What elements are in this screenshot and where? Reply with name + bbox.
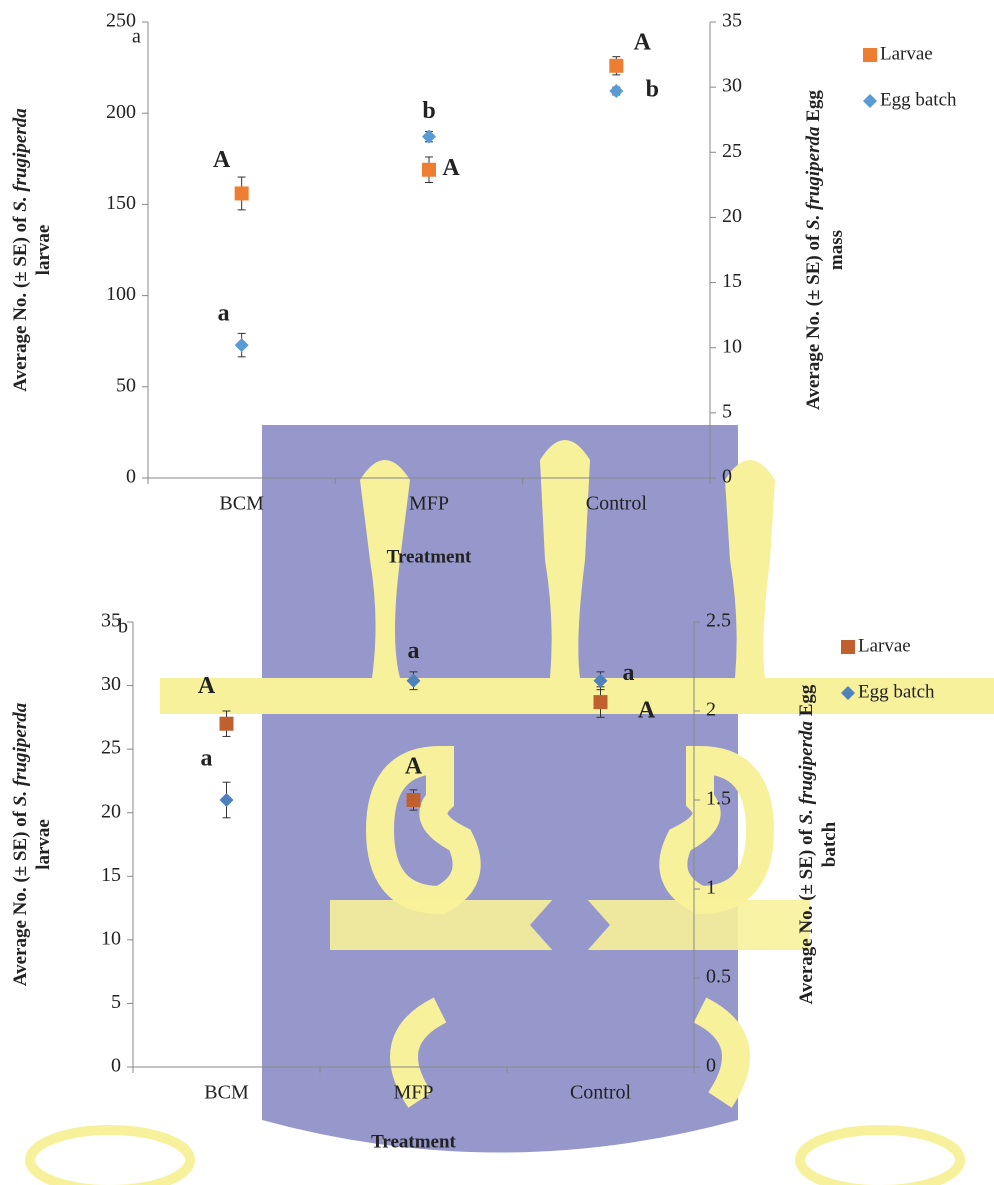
- axis-title-line: batch: [819, 821, 840, 867]
- significance-letter: a: [408, 638, 420, 664]
- axis-title-part: batch: [819, 821, 840, 867]
- legend-label: Egg batch: [858, 681, 935, 702]
- axis-title: Average No. (± SE) of S. frugiperda Eggm…: [803, 90, 847, 410]
- figure: 05010015020025005101520253035BCMMFPContr…: [0, 0, 994, 1185]
- axis-title-line: Average No. (± SE) of S. frugiperda Egg: [803, 90, 824, 410]
- y2-tick-label: 15: [722, 270, 742, 292]
- y2-tick-label: 0.5: [706, 966, 731, 988]
- x-tick-label: BCM: [219, 493, 264, 515]
- marker: [220, 717, 234, 731]
- axis-title-part: S. frugiperda: [803, 126, 824, 230]
- axis-title-line: Average No. (± SE) of S. frugiperda: [10, 702, 31, 986]
- panel-label: a: [132, 26, 141, 48]
- axis-title-line: larvae: [33, 819, 54, 870]
- marker: [235, 338, 249, 352]
- y2-tick-label: 1.5: [706, 788, 731, 810]
- y2-tick-label: 2: [706, 699, 716, 721]
- marker: [863, 48, 877, 62]
- marker: [863, 94, 877, 108]
- y-tick-label: 50: [116, 374, 136, 396]
- y2-tick-label: 5: [722, 400, 732, 422]
- significance-letter: A: [638, 698, 656, 724]
- x-axis-title: Treatment: [371, 1131, 456, 1152]
- axis-title-part: Egg: [796, 684, 817, 721]
- y-tick-label: 0: [111, 1055, 121, 1077]
- y-tick-label: 200: [106, 101, 136, 123]
- x-tick-label: BCM: [204, 1082, 249, 1104]
- axis-title-part: Average No. (± SE) of: [10, 212, 31, 392]
- y2-tick-label: 35: [722, 10, 742, 32]
- marker: [422, 163, 436, 177]
- x-axis-title: Treatment: [387, 546, 472, 567]
- significance-letter: b: [422, 98, 435, 124]
- x-tick-label: Control: [570, 1082, 632, 1104]
- axis-title: Average No. (± SE) of S. frugiperdalarva…: [10, 702, 54, 986]
- significance-letter: a: [201, 746, 213, 772]
- marker: [220, 793, 234, 807]
- legend-label: Larvae: [880, 43, 933, 64]
- y-tick-label: 0: [126, 466, 136, 488]
- marker: [422, 130, 436, 144]
- axis-title-part: S. frugiperda: [10, 108, 31, 212]
- panel-label: b: [118, 616, 128, 638]
- y-tick-label: 100: [106, 283, 136, 305]
- axis-title-part: Average No. (± SE) of: [803, 230, 824, 410]
- significance-letter: A: [442, 155, 460, 181]
- y2-tick-label: 10: [722, 335, 742, 357]
- axis-title-part: larvae: [33, 819, 54, 870]
- y2-tick-label: 1: [706, 877, 716, 899]
- significance-letter: A: [198, 673, 216, 699]
- axis-title-line: Average No. (± SE) of S. frugiperda Egg: [796, 684, 817, 1004]
- significance-letter: A: [634, 29, 652, 55]
- significance-letter: b: [646, 77, 659, 103]
- marker: [235, 186, 249, 200]
- marker: [594, 695, 608, 709]
- watermark: [30, 425, 994, 1185]
- y-tick-label: 10: [101, 927, 121, 949]
- y-tick-label: 5: [111, 991, 121, 1013]
- y2-tick-label: 0: [722, 466, 732, 488]
- x-tick-label: MFP: [409, 493, 449, 515]
- significance-letter: A: [405, 754, 423, 780]
- axis-title-part: S. frugiperda: [796, 721, 817, 825]
- x-tick-label: MFP: [393, 1082, 433, 1104]
- legend-label: Larvae: [858, 635, 911, 656]
- y2-tick-label: 25: [722, 140, 742, 162]
- y2-tick-label: 0: [706, 1055, 716, 1077]
- y-tick-label: 150: [106, 192, 136, 214]
- y2-tick-label: 20: [722, 205, 742, 227]
- axis-title-line: larvae: [33, 225, 54, 276]
- significance-letter: a: [623, 660, 635, 686]
- axis-title-part: S. frugiperda: [10, 702, 31, 806]
- axis-title-part: mass: [826, 230, 847, 270]
- x-tick-label: Control: [586, 493, 648, 515]
- axis-title-line: Average No. (± SE) of S. frugiperda: [10, 108, 31, 392]
- axis-title-part: Egg: [803, 90, 824, 127]
- y-tick-label: 20: [101, 800, 121, 822]
- marker: [609, 84, 623, 98]
- marker: [407, 793, 421, 807]
- marker: [609, 59, 623, 73]
- y-tick-label: 15: [101, 864, 121, 886]
- y2-tick-label: 30: [722, 75, 742, 97]
- significance-letter: A: [213, 147, 231, 173]
- legend-label: Egg batch: [880, 89, 957, 110]
- axis-title: Average No. (± SE) of S. frugiperda Eggb…: [796, 684, 840, 1004]
- y-tick-label: 25: [101, 737, 121, 759]
- axis-title-part: Average No. (± SE) of: [10, 806, 31, 986]
- y-tick-label: 30: [101, 673, 121, 695]
- significance-letter: a: [218, 301, 230, 327]
- marker: [841, 640, 855, 654]
- axis-title-part: Average No. (± SE) of: [796, 824, 817, 1004]
- axis-title: Average No. (± SE) of S. frugiperdalarva…: [10, 108, 54, 392]
- axis-title-part: larvae: [33, 225, 54, 276]
- y2-tick-label: 2.5: [706, 610, 731, 632]
- axis-title-line: mass: [826, 230, 847, 270]
